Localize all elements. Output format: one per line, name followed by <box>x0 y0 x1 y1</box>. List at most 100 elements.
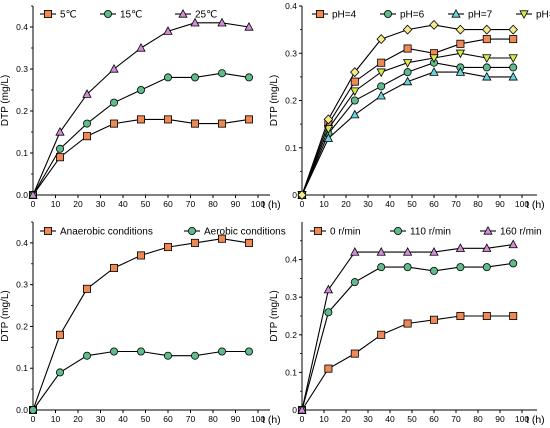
y-tick-label: 0.4 <box>16 22 28 32</box>
data-point <box>217 119 226 128</box>
data-point <box>109 63 119 73</box>
x-tick-label: 20 <box>341 199 351 209</box>
series-2 <box>297 259 518 414</box>
x-tick-label: 10 <box>319 199 329 209</box>
y-tick-label: 0.3 <box>16 64 28 74</box>
y-axis-label: DTP (mg/L) <box>269 290 280 342</box>
data-point <box>482 243 492 252</box>
data-point <box>83 119 92 128</box>
data-point <box>429 19 439 30</box>
x-tick-label: 80 <box>473 414 483 424</box>
legend-label: 0 r/min <box>330 227 361 238</box>
x-tick-label: 50 <box>141 414 151 424</box>
x-tick-label: 40 <box>385 414 395 424</box>
y-tick-label: 0.0 <box>16 405 28 415</box>
legend-marker <box>44 9 53 18</box>
data-point <box>350 96 359 105</box>
x-tick-label: 30 <box>96 414 106 424</box>
data-point <box>83 132 92 141</box>
x-tick-label: 40 <box>118 199 128 209</box>
x-tick-label: 40 <box>118 414 128 424</box>
data-point <box>323 284 334 294</box>
data-point <box>323 125 334 134</box>
data-point <box>402 76 413 86</box>
series-line <box>32 350 249 411</box>
data-point <box>56 330 65 339</box>
data-point <box>190 238 199 247</box>
data-point <box>323 114 334 125</box>
x-tick-label: 40 <box>385 199 395 209</box>
data-point <box>429 67 439 76</box>
legend-marker <box>104 9 113 18</box>
x-tick-label: 20 <box>73 414 83 424</box>
series-1 <box>297 311 518 414</box>
data-point <box>456 263 465 272</box>
x-tick-label: 0 <box>300 199 305 209</box>
series-line <box>32 118 250 196</box>
data-point <box>28 189 38 199</box>
legend: pH=4pH=6pH=7pH=8pH=10 <box>312 8 550 21</box>
x-tick-label: 10 <box>51 414 61 424</box>
x-tick-label: 80 <box>473 199 483 209</box>
legend-label: Anaerobic conditions <box>60 227 153 238</box>
x-tick-label: 50 <box>407 414 417 424</box>
data-point <box>163 26 173 35</box>
data-point <box>376 90 386 100</box>
data-point <box>244 238 253 247</box>
data-point <box>136 42 146 52</box>
x-tick-label: 20 <box>73 199 83 209</box>
data-point <box>429 54 439 64</box>
data-point <box>455 49 466 59</box>
legend-item: Anaerobic conditions <box>40 227 153 238</box>
data-point <box>324 364 333 373</box>
x-tick-label: 60 <box>163 199 173 209</box>
y-tick-label: 0.1 <box>285 143 297 153</box>
legend-item: Aerobic conditions <box>184 227 286 238</box>
legend-label: pH=7 <box>468 10 493 21</box>
data-point <box>56 153 65 162</box>
legend-label: 15℃ <box>120 10 142 21</box>
legend-label: 160 r/min <box>500 227 542 238</box>
y-tick-label: 0 <box>292 405 297 415</box>
series-3 <box>28 17 254 199</box>
x-axis-label: t (h) <box>526 199 545 211</box>
series-line <box>32 238 250 411</box>
data-point <box>376 68 386 78</box>
x-tick-label: 90 <box>495 199 505 209</box>
data-point <box>482 35 491 44</box>
data-point <box>376 247 386 256</box>
x-tick-label: 60 <box>429 414 439 424</box>
y-tick-label: 0.3 <box>16 280 28 290</box>
data-point <box>402 24 413 35</box>
data-point <box>429 266 438 275</box>
data-point <box>323 133 334 142</box>
y-tick-label: 0.4 <box>16 238 28 248</box>
data-point <box>190 351 199 360</box>
x-tick-label: 90 <box>231 414 241 424</box>
legend-marker <box>44 226 53 235</box>
x-tick-label: 70 <box>186 414 196 424</box>
data-point <box>508 54 518 64</box>
y-tick-label: 0.1 <box>16 363 28 373</box>
x-tick-label: 30 <box>96 199 106 209</box>
legend-marker <box>451 8 461 18</box>
legend-marker <box>313 226 322 235</box>
data-point <box>163 115 172 124</box>
data-point <box>217 69 226 78</box>
x-tick-label: 50 <box>141 199 151 209</box>
y-tick-label: 0.0 <box>16 190 28 200</box>
legend-marker <box>519 10 529 20</box>
data-point <box>455 243 466 252</box>
data-point <box>350 109 360 119</box>
x-tick-label: 0 <box>300 414 305 424</box>
data-point <box>56 368 65 377</box>
x-tick-label: 90 <box>495 414 505 424</box>
y-tick-label: 0.1 <box>16 148 28 158</box>
data-point <box>402 59 413 68</box>
data-point <box>482 63 491 72</box>
legend-item: pH=8 <box>516 10 550 21</box>
x-tick-label: 60 <box>429 199 439 209</box>
data-point <box>190 17 200 27</box>
